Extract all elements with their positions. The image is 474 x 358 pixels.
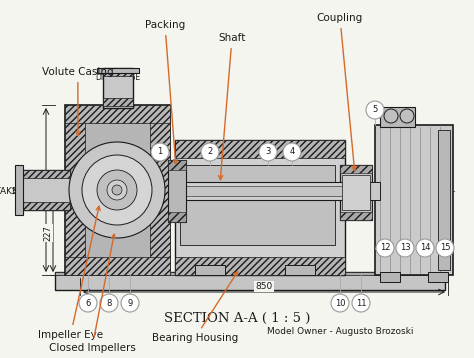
Bar <box>340 165 372 220</box>
Bar <box>180 165 335 245</box>
Circle shape <box>366 101 384 119</box>
Bar <box>175 140 345 158</box>
Circle shape <box>69 142 165 238</box>
Text: 11: 11 <box>356 299 366 308</box>
Text: 8: 8 <box>106 299 112 308</box>
Circle shape <box>259 143 277 161</box>
Bar <box>170 186 370 196</box>
Circle shape <box>384 109 398 123</box>
Circle shape <box>100 294 118 312</box>
Bar <box>285 265 315 275</box>
Text: 6: 6 <box>85 299 91 308</box>
Text: 227: 227 <box>44 225 53 241</box>
Text: Closed Impellers: Closed Impellers <box>48 234 136 353</box>
Circle shape <box>396 239 414 257</box>
Bar <box>168 160 186 170</box>
Bar <box>65 105 170 123</box>
Text: 850: 850 <box>255 282 273 291</box>
Text: Impeller Eye: Impeller Eye <box>38 206 103 340</box>
Bar <box>340 165 372 173</box>
Text: 1: 1 <box>157 147 163 156</box>
Bar <box>365 182 380 200</box>
Bar <box>73 120 161 265</box>
Text: 15: 15 <box>70 236 80 245</box>
Text: Packing: Packing <box>145 20 185 164</box>
Circle shape <box>283 143 301 161</box>
Text: 367: 367 <box>36 182 46 198</box>
Circle shape <box>416 239 434 257</box>
Text: Shaft: Shaft <box>219 33 246 180</box>
Bar <box>20 170 70 178</box>
Circle shape <box>352 294 370 312</box>
Text: 15: 15 <box>440 243 450 252</box>
Text: SECTION A-A ( 1 : 5 ): SECTION A-A ( 1 : 5 ) <box>164 311 310 324</box>
Circle shape <box>376 239 394 257</box>
Bar <box>340 212 372 220</box>
Circle shape <box>121 294 139 312</box>
Circle shape <box>97 170 137 210</box>
Text: 2: 2 <box>207 147 213 156</box>
Bar <box>380 107 415 127</box>
Bar <box>55 272 445 275</box>
Text: 14: 14 <box>420 243 430 252</box>
Text: 3: 3 <box>265 147 271 156</box>
Bar <box>168 212 186 222</box>
Circle shape <box>201 143 219 161</box>
Text: Bearing Housing: Bearing Housing <box>152 272 238 343</box>
Circle shape <box>400 109 414 123</box>
Bar <box>103 68 133 108</box>
Bar <box>380 272 400 282</box>
Circle shape <box>436 239 454 257</box>
Bar <box>15 165 23 215</box>
Circle shape <box>82 155 152 225</box>
Bar <box>438 130 450 270</box>
Bar <box>342 175 370 210</box>
Circle shape <box>107 180 127 200</box>
Bar <box>428 272 448 282</box>
Bar <box>195 265 225 275</box>
Text: 9: 9 <box>128 299 133 308</box>
Bar <box>65 105 170 275</box>
Text: 4: 4 <box>289 147 295 156</box>
Text: 13: 13 <box>400 243 410 252</box>
Text: DISCHARGE: DISCHARGE <box>95 73 141 82</box>
Text: Model Owner - Augusto Brozoski: Model Owner - Augusto Brozoski <box>267 328 413 337</box>
Circle shape <box>331 294 349 312</box>
Text: Coupling: Coupling <box>317 13 363 171</box>
Text: 80: 80 <box>113 77 123 86</box>
Bar <box>168 160 186 222</box>
Bar <box>103 98 133 106</box>
Bar <box>97 68 139 73</box>
Bar <box>375 125 453 275</box>
Bar <box>55 272 445 290</box>
Bar <box>170 182 370 200</box>
Bar <box>103 68 133 76</box>
Text: Volute Casing: Volute Casing <box>42 67 114 136</box>
Bar <box>20 170 70 210</box>
Bar <box>65 257 170 275</box>
Text: 10: 10 <box>335 299 345 308</box>
Bar <box>175 140 345 275</box>
Text: INTAKE: INTAKE <box>0 187 18 195</box>
Bar <box>150 105 170 275</box>
Circle shape <box>79 294 97 312</box>
Circle shape <box>151 143 169 161</box>
Text: 5: 5 <box>373 106 378 115</box>
Circle shape <box>112 185 122 195</box>
Bar <box>65 105 85 275</box>
Bar <box>175 257 345 275</box>
Bar <box>20 202 70 210</box>
Text: 12: 12 <box>380 243 390 252</box>
